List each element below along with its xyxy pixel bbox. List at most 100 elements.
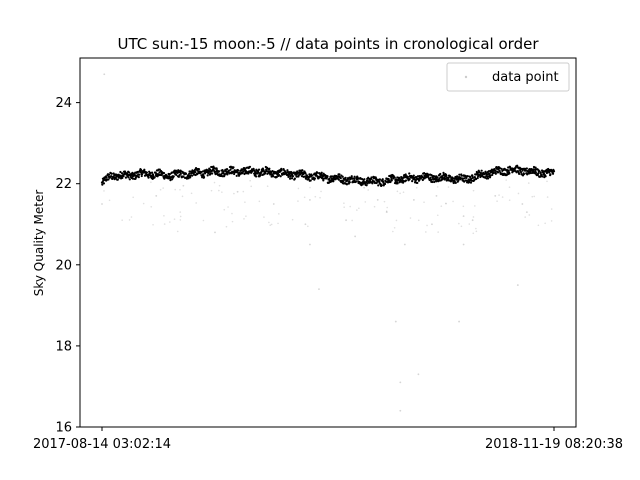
outlier-point xyxy=(531,195,534,198)
data-point xyxy=(350,175,353,178)
outlier-point xyxy=(291,218,294,221)
data-point xyxy=(182,175,185,178)
outlier-point xyxy=(436,186,439,188)
outlier-point xyxy=(431,223,433,226)
data-point xyxy=(371,182,374,185)
data-point xyxy=(269,173,272,176)
data-point xyxy=(377,184,380,187)
data-point xyxy=(383,182,387,186)
data-point xyxy=(290,177,294,180)
outlier-point xyxy=(213,181,216,184)
outlier-point xyxy=(225,225,228,228)
outlier-point xyxy=(458,320,460,323)
plot-area xyxy=(100,73,556,412)
data-point xyxy=(179,172,182,175)
outlier-point xyxy=(521,203,524,205)
data-point xyxy=(476,176,479,180)
y-tick-label: 18 xyxy=(55,339,72,354)
outlier-point xyxy=(190,192,193,195)
data-point xyxy=(353,175,356,178)
data-point xyxy=(378,178,381,181)
outlier-point xyxy=(210,189,213,192)
outlier-point xyxy=(231,220,234,223)
data-point xyxy=(540,173,543,176)
outlier-point xyxy=(394,320,397,323)
data-point xyxy=(522,173,526,176)
outlier-point xyxy=(537,224,540,227)
data-point xyxy=(508,172,511,175)
data-point xyxy=(518,172,521,175)
data-point xyxy=(439,172,442,176)
data-point xyxy=(419,177,422,180)
outlier-point xyxy=(349,205,351,208)
outlier-point xyxy=(445,202,447,205)
data-point xyxy=(551,172,555,175)
data-point xyxy=(189,174,192,177)
data-point xyxy=(208,170,211,173)
outlier-point xyxy=(426,224,428,227)
outlier-point xyxy=(386,206,389,209)
data-point xyxy=(380,184,383,187)
data-point xyxy=(549,173,552,176)
data-point xyxy=(295,175,298,178)
outlier-point xyxy=(266,185,269,188)
data-point xyxy=(188,172,191,175)
data-point xyxy=(158,168,161,171)
data-point xyxy=(534,166,537,169)
data-point xyxy=(257,168,261,171)
data-point xyxy=(124,176,128,179)
data-point xyxy=(497,171,500,174)
outlier-point xyxy=(169,221,171,223)
outlier-point xyxy=(415,187,418,189)
data-point xyxy=(147,176,150,179)
data-point xyxy=(463,177,466,180)
outlier-point xyxy=(179,215,182,218)
outlier-point xyxy=(471,219,474,222)
data-point xyxy=(248,165,252,168)
outlier-point xyxy=(516,284,519,286)
outlier-point xyxy=(218,189,220,192)
data-point xyxy=(320,171,323,174)
data-point xyxy=(537,172,540,175)
legend-marker xyxy=(464,75,468,79)
data-point xyxy=(396,176,399,179)
data-point xyxy=(276,172,280,175)
data-point xyxy=(359,177,362,180)
outlier-point xyxy=(174,188,176,191)
data-point xyxy=(493,168,496,171)
data-point xyxy=(119,170,122,174)
data-point xyxy=(529,171,533,175)
data-point xyxy=(226,173,229,176)
data-point xyxy=(101,183,104,186)
data-point xyxy=(236,169,240,172)
outlier-point xyxy=(498,194,500,196)
data-point xyxy=(381,178,384,181)
data-point xyxy=(293,177,296,180)
x-tick-label: 2018-11-19 08:20:38 xyxy=(485,437,623,452)
data-point xyxy=(399,180,402,183)
data-point xyxy=(326,175,329,178)
data-point xyxy=(309,179,312,182)
outlier-point xyxy=(462,215,465,218)
data-point xyxy=(150,171,154,174)
data-point xyxy=(373,181,377,185)
outlier-point xyxy=(181,195,184,198)
y-tick-label: 20 xyxy=(55,258,72,273)
data-point xyxy=(110,175,113,178)
data-point xyxy=(175,173,178,177)
outlier-point xyxy=(233,192,235,195)
outlier-point xyxy=(403,243,406,246)
outlier-point xyxy=(173,218,176,220)
data-point xyxy=(235,174,238,177)
data-point xyxy=(411,180,414,183)
outlier-point xyxy=(399,192,401,195)
data-point xyxy=(365,184,368,187)
outlier-point xyxy=(103,73,106,76)
data-point xyxy=(139,168,143,172)
outlier-point xyxy=(436,214,439,217)
data-point xyxy=(416,181,419,185)
data-point xyxy=(538,170,541,173)
outlier-point xyxy=(462,205,465,208)
data-point xyxy=(233,172,236,176)
